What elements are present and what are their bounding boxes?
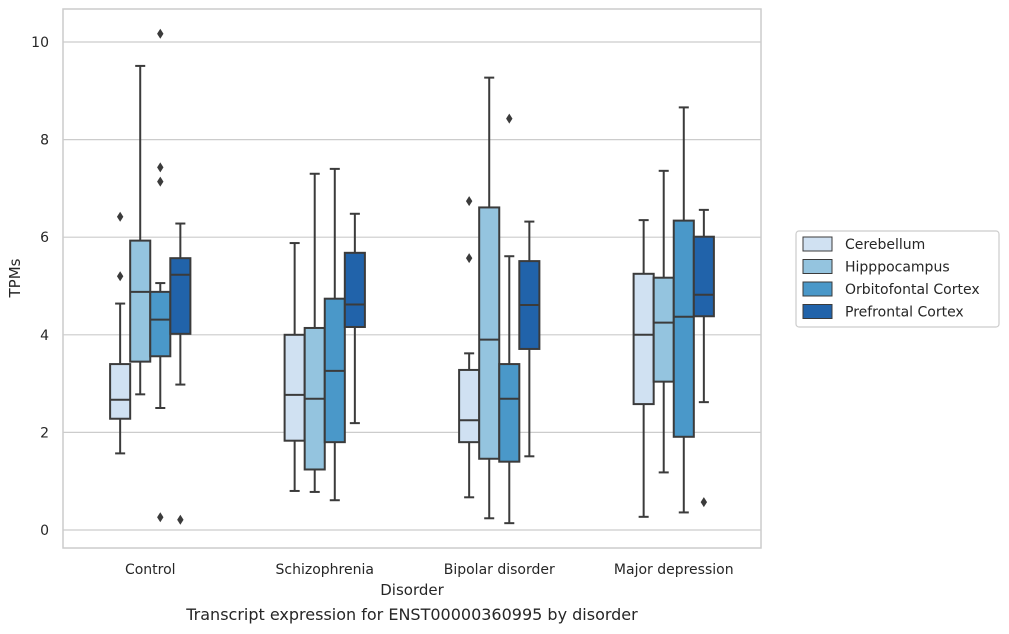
box-body xyxy=(169,257,192,335)
box-body xyxy=(149,290,172,358)
outlier-point xyxy=(177,514,184,525)
legend-label: Cerebellum xyxy=(845,237,925,253)
legend-frame xyxy=(795,230,1000,328)
y-tick-label: 0 xyxy=(40,523,49,539)
legend-swatch xyxy=(802,236,833,252)
outlier-point xyxy=(700,497,708,508)
box-body xyxy=(478,206,501,460)
outlier-point xyxy=(506,113,513,124)
box xyxy=(692,208,715,508)
box xyxy=(129,64,152,396)
box xyxy=(169,222,192,525)
box-body xyxy=(692,235,715,318)
y-axis-title: TPMs xyxy=(6,258,24,298)
boxes xyxy=(109,28,715,525)
outlier-point xyxy=(116,211,124,222)
box xyxy=(343,212,366,425)
outlier-point xyxy=(157,28,164,39)
x-tick-label: Bipolar disorder xyxy=(444,562,555,578)
box xyxy=(478,76,501,520)
box-body xyxy=(109,363,132,420)
y-tick-label: 4 xyxy=(40,328,49,344)
box xyxy=(458,196,481,499)
outlier-point xyxy=(157,512,164,523)
outlier-point xyxy=(465,196,473,207)
box xyxy=(323,167,346,502)
legend-swatch xyxy=(802,259,833,274)
box xyxy=(498,113,521,525)
outlier-point xyxy=(157,176,164,187)
y-tick-label: 10 xyxy=(31,35,49,51)
legend-swatch xyxy=(802,304,833,319)
y-tick-label: 6 xyxy=(40,230,49,246)
box-body xyxy=(632,272,655,406)
outlier-point xyxy=(157,162,164,173)
x-tick-label: Schizophrenia xyxy=(276,562,374,578)
box-body xyxy=(283,333,306,442)
legend-label: Prefrontal Cortex xyxy=(845,305,964,321)
x-axis-title: Disorder xyxy=(380,581,444,599)
outlier-point xyxy=(465,253,473,264)
box-body xyxy=(129,239,152,363)
box xyxy=(632,219,655,518)
legend-swatch xyxy=(802,281,833,297)
y-tick-label: 8 xyxy=(40,133,49,149)
legend-label: Hipppocampus xyxy=(845,260,950,276)
box xyxy=(518,220,541,458)
x-tick-label: Major depression xyxy=(614,562,734,578)
figure-caption: Transcript expression for ENST0000036099… xyxy=(186,605,638,624)
legend: Cerebellum Hipppocampus Orbitofontal Corte… xyxy=(795,230,1000,328)
box-body xyxy=(652,276,675,383)
box-body xyxy=(458,368,481,444)
outlier-point xyxy=(116,271,124,282)
box-body xyxy=(343,251,366,328)
legend-label: Orbitofontal Cortex xyxy=(845,282,980,298)
y-tick-label: 2 xyxy=(40,425,49,441)
tick-labels: 0 2 4 6 8 10 Control Schizophrenia Bipolar disor… xyxy=(31,35,733,578)
x-tick-label: Control xyxy=(125,562,176,578)
box xyxy=(109,211,132,455)
box xyxy=(672,106,695,514)
box-body xyxy=(672,219,695,438)
box xyxy=(149,28,172,523)
box-body xyxy=(498,363,521,463)
box xyxy=(283,242,306,492)
